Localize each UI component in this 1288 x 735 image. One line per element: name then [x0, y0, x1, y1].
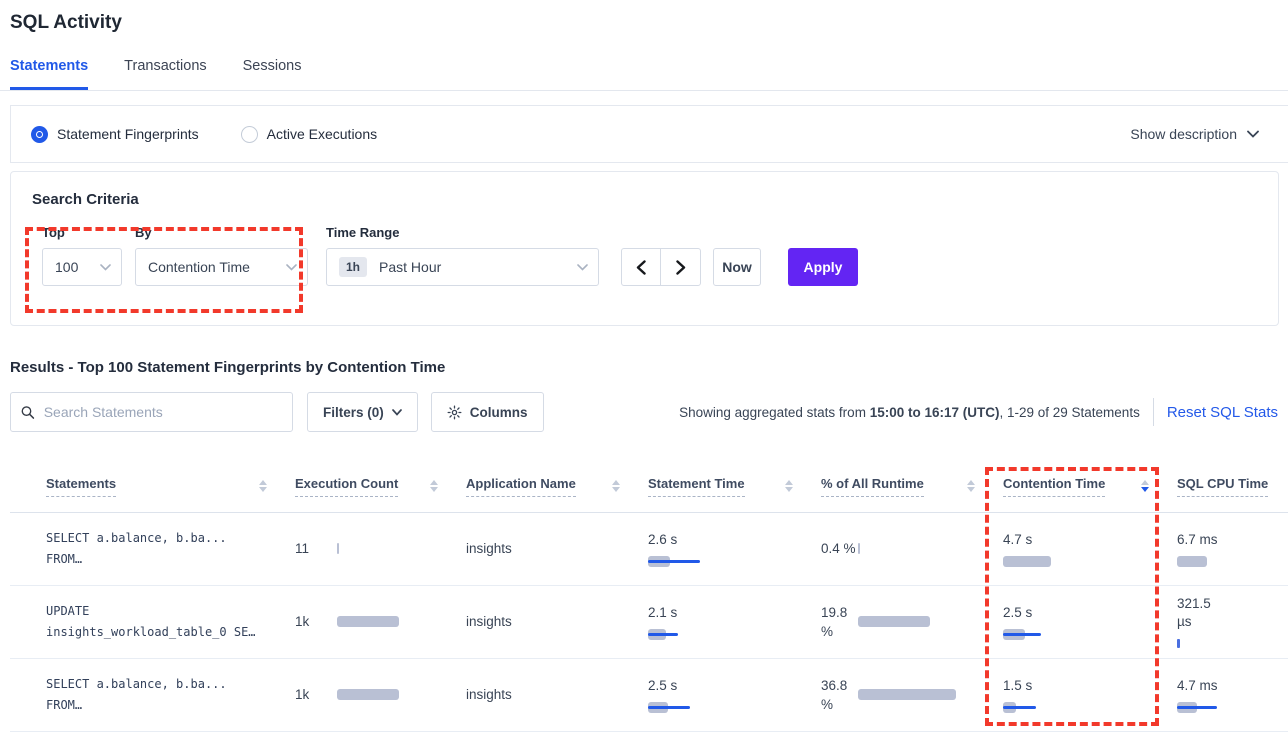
col-header-sql-cpu-time[interactable]: SQL CPU Time	[1177, 455, 1288, 513]
execution-count-cell: 11	[295, 541, 442, 556]
top-select-value: 100	[55, 259, 79, 275]
sort-arrows-icon	[430, 480, 438, 492]
by-label: By	[135, 225, 152, 240]
table-row: UPDATE insights_workload_table_0 SE… 1k i…	[10, 585, 1288, 659]
tab-sessions[interactable]: Sessions	[242, 58, 302, 74]
results-heading: Results - Top 100 Statement Fingerprints…	[10, 359, 446, 376]
time-range-value: Past Hour	[379, 259, 442, 275]
tab-transactions[interactable]: Transactions	[124, 58, 207, 74]
aggregated-stats-text: Showing aggregated stats from 15:00 to 1…	[679, 404, 1140, 420]
chevron-down-icon	[577, 263, 588, 271]
application-name-cell: insights	[466, 613, 512, 629]
sort-arrows-icon	[259, 480, 267, 492]
columns-button[interactable]: Columns	[430, 392, 544, 432]
table-row: SELECT a.balance, b.ba... FROM… 11 insigh…	[10, 512, 1288, 586]
execution-count-cell: 1k	[295, 687, 442, 702]
radio-statement-fingerprints[interactable]: Statement Fingerprints	[31, 125, 199, 143]
sort-arrows-icon	[785, 480, 793, 492]
statements-table: Statements Execution Count Application N…	[10, 455, 1288, 732]
radio-label: Statement Fingerprints	[57, 126, 199, 142]
filters-button[interactable]: Filters (0)	[307, 392, 418, 432]
apply-button[interactable]: Apply	[788, 248, 858, 286]
sort-arrows-icon-active	[1141, 480, 1149, 492]
search-statements-input[interactable]	[43, 404, 282, 420]
statement-time-cell: 2.1 s	[648, 604, 797, 640]
page-title: SQL Activity	[10, 12, 122, 33]
by-select[interactable]: Contention Time	[135, 248, 308, 286]
chevron-down-icon	[100, 263, 111, 271]
statement-time-cell: 2.6 s	[648, 531, 797, 567]
chevron-down-icon	[286, 263, 297, 271]
view-toggle-bar: Statement Fingerprints Active Executions…	[10, 105, 1288, 163]
show-description-toggle[interactable]: Show description	[1130, 126, 1259, 142]
statement-time-cell: 2.5 s	[648, 677, 797, 713]
sort-arrows-icon	[612, 480, 620, 492]
col-header-application-name[interactable]: Application Name	[466, 455, 648, 513]
contention-time-cell: 4.7 s	[1003, 531, 1153, 567]
statement-link[interactable]: UPDATE insights_workload_table_0 SE…	[46, 603, 256, 639]
search-criteria-panel: Search Criteria Top 100 By Contention Ti…	[10, 171, 1279, 326]
radio-label: Active Executions	[266, 126, 378, 142]
tab-statements[interactable]: Statements	[10, 58, 89, 90]
next-interval-button[interactable]	[661, 249, 700, 285]
application-name-cell: insights	[466, 540, 512, 556]
col-header-contention-time[interactable]: Contention Time	[1003, 455, 1177, 513]
time-range-badge: 1h	[339, 257, 368, 277]
application-name-cell: insights	[466, 686, 512, 702]
sql-cpu-time-cell: 4.7 ms	[1177, 677, 1264, 713]
contention-time-cell: 1.5 s	[1003, 677, 1153, 713]
execution-count-cell: 1k	[295, 614, 442, 629]
chevron-down-icon	[391, 408, 402, 416]
search-icon	[21, 405, 35, 419]
tab-bar: Statements Transactions Sessions	[0, 58, 1288, 91]
col-header-statement-time[interactable]: Statement Time	[648, 455, 821, 513]
time-range-label: Time Range	[326, 225, 400, 240]
search-criteria-title: Search Criteria	[32, 191, 139, 208]
pct-runtime-cell: 36.8%	[821, 676, 979, 714]
search-statements-box[interactable]	[10, 392, 293, 432]
sort-arrows-icon	[967, 480, 975, 492]
radio-unselected-icon[interactable]	[240, 125, 258, 143]
time-interval-arrows	[621, 248, 701, 286]
columns-label: Columns	[469, 404, 528, 420]
top-select[interactable]: 100	[42, 248, 122, 286]
sql-cpu-time-cell: 321.5 µs	[1177, 595, 1264, 649]
radio-selected-icon[interactable]	[31, 125, 48, 143]
now-button[interactable]: Now	[713, 248, 761, 286]
sql-cpu-time-cell: 6.7 ms	[1177, 531, 1264, 567]
pct-runtime-cell: 0.4 %	[821, 539, 979, 558]
time-range-select[interactable]: 1h Past Hour	[326, 248, 599, 286]
gear-icon	[447, 405, 462, 419]
col-header-statements[interactable]: Statements	[10, 455, 295, 513]
radio-active-executions[interactable]: Active Executions	[240, 125, 378, 143]
chevron-right-icon	[675, 259, 685, 275]
reset-sql-stats-link[interactable]: Reset SQL Stats	[1166, 403, 1278, 421]
col-header-execution-count[interactable]: Execution Count	[295, 455, 466, 513]
table-row: SELECT a.balance, b.ba... FROM… 1k insigh…	[10, 658, 1288, 732]
chevron-left-icon	[636, 259, 646, 275]
toolbar-divider	[1152, 398, 1154, 426]
by-select-value: Contention Time	[148, 259, 250, 275]
col-header-pct-runtime[interactable]: % of All Runtime	[821, 455, 1003, 513]
chevron-down-icon	[1247, 130, 1259, 138]
table-header-row: Statements Execution Count Application N…	[10, 455, 1288, 513]
top-label: Top	[42, 225, 65, 240]
results-toolbar: Filters (0) Columns Showing aggregated s…	[10, 392, 1278, 432]
filters-label: Filters (0)	[323, 404, 384, 420]
prev-interval-button[interactable]	[622, 249, 661, 285]
pct-runtime-cell: 19.8%	[821, 603, 979, 641]
statement-link[interactable]: SELECT a.balance, b.ba... FROM…	[46, 530, 227, 566]
statement-link[interactable]: SELECT a.balance, b.ba... FROM…	[46, 676, 227, 712]
contention-time-cell: 2.5 s	[1003, 604, 1153, 640]
show-description-label: Show description	[1130, 126, 1237, 142]
